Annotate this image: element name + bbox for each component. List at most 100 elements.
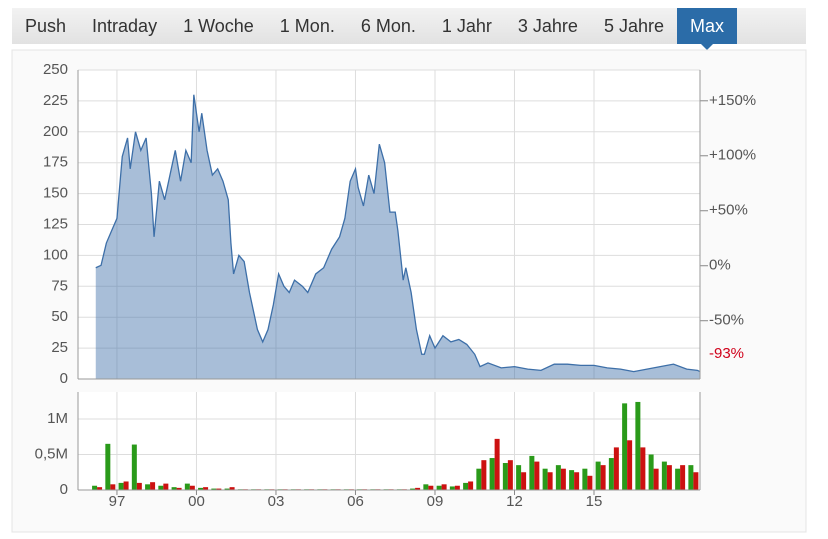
volume-bar — [661, 461, 667, 490]
volume-bar — [516, 465, 522, 490]
volume-bar — [131, 444, 137, 490]
volume-bar — [224, 488, 230, 490]
volume-bar — [675, 468, 681, 490]
volume-bar — [613, 447, 619, 490]
volume-bar — [441, 484, 447, 490]
y-tick-label: 225 — [43, 92, 68, 109]
range-tab[interactable]: 1 Woche — [183, 16, 254, 36]
volume-plot — [78, 392, 700, 490]
y-tick-label: 200 — [43, 123, 68, 140]
y2-tick-label: 0% — [709, 257, 731, 274]
x-tick-label: 06 — [347, 493, 364, 510]
range-tab[interactable]: Intraday — [92, 16, 158, 36]
volume-bar — [468, 481, 474, 490]
volume-bar — [145, 484, 151, 490]
volume-bar — [640, 447, 646, 490]
range-tabs: Push Intraday 1 Woche 1 Mon. 6 Mon. 1 Jahr 3 J… — [12, 8, 806, 50]
volume-bar — [627, 440, 633, 490]
y2-tick-label: +100% — [709, 147, 756, 164]
y2-tick-label: +50% — [709, 202, 748, 219]
volume-bar — [211, 488, 217, 490]
range-tab[interactable]: 1 Mon. — [279, 16, 335, 36]
volume-bar — [653, 468, 659, 490]
volume-bar — [203, 487, 209, 490]
volume-bar — [494, 438, 500, 490]
y-tick-label: 0 — [60, 370, 68, 387]
volume-bar — [666, 465, 672, 490]
volume-bar — [489, 458, 495, 490]
volume-bar — [534, 461, 540, 490]
y-tick-label: 50 — [51, 308, 68, 325]
volume-bar — [463, 482, 469, 490]
volume-bar — [136, 482, 142, 490]
volume-bar — [105, 443, 111, 490]
volume-bar — [622, 403, 628, 490]
x-tick-label: 97 — [109, 493, 126, 510]
y-tick-label: 1M — [47, 410, 68, 427]
y2-tick-label: -50% — [709, 312, 744, 329]
volume-bar — [110, 484, 116, 490]
volume-bar — [123, 481, 129, 490]
range-tab[interactable]: Max — [676, 8, 737, 50]
x-tick-label: 09 — [427, 493, 444, 510]
volume-bar — [171, 487, 177, 490]
volume-bar — [476, 468, 482, 490]
volume-bar — [587, 475, 593, 490]
volume-bar — [680, 465, 686, 490]
volume-bar — [436, 485, 442, 490]
volume-bar — [582, 468, 588, 490]
volume-bar — [184, 483, 190, 490]
volume-bar — [502, 463, 508, 490]
volume-bar — [688, 465, 694, 490]
volume-bar — [635, 401, 641, 490]
x-tick-label: 15 — [586, 493, 603, 510]
y-tick-label: 0 — [60, 481, 68, 498]
x-tick-label: 00 — [188, 493, 205, 510]
volume-bar — [118, 482, 124, 490]
volume-bar — [608, 458, 614, 490]
volume-bar — [97, 487, 103, 490]
volume-bar — [423, 484, 429, 490]
range-tab[interactable]: Push — [25, 16, 67, 36]
volume-bar — [574, 472, 580, 490]
volume-bar — [449, 486, 455, 490]
volume-bar — [163, 483, 169, 490]
volume-bar — [560, 468, 566, 490]
y-tick-label: 100 — [43, 246, 68, 263]
volume-bar — [229, 487, 235, 490]
price-line — [95, 94, 701, 373]
volume-bar — [542, 468, 548, 490]
volume-bar — [600, 465, 606, 490]
volume-bar — [415, 487, 421, 490]
volume-bar — [569, 470, 575, 490]
volume-bar — [158, 485, 164, 490]
price-area — [95, 94, 700, 379]
volume-bar — [428, 485, 434, 490]
range-tab[interactable]: 3 Jahre — [517, 16, 578, 36]
range-tab[interactable]: 1 Jahr — [441, 16, 492, 36]
volume-bar — [454, 485, 460, 490]
y-tick-label: 0,5M — [35, 445, 68, 462]
volume-bar — [198, 487, 204, 490]
volume-bar — [521, 472, 527, 490]
y-tick-label: 125 — [43, 215, 68, 232]
volume-bar — [648, 454, 654, 490]
y-tick-label: 250 — [43, 61, 68, 78]
volume-bar — [189, 485, 195, 490]
y2-tick-label: +150% — [709, 92, 756, 109]
volume-bar — [92, 485, 98, 490]
y-tick-label: 175 — [43, 154, 68, 171]
y-tick-label: 25 — [51, 339, 68, 356]
volume-bar — [547, 472, 553, 490]
range-tab[interactable]: 6 Mon. — [360, 16, 416, 36]
volume-bar — [507, 460, 513, 490]
y-tick-label: 75 — [51, 277, 68, 294]
volume-bar — [481, 460, 487, 490]
last-change-label: -93% — [709, 345, 744, 362]
range-tab[interactable]: 5 Jahre — [603, 16, 664, 36]
volume-bar — [216, 488, 222, 490]
volume-bar — [693, 472, 699, 490]
volume-bar — [150, 482, 156, 490]
